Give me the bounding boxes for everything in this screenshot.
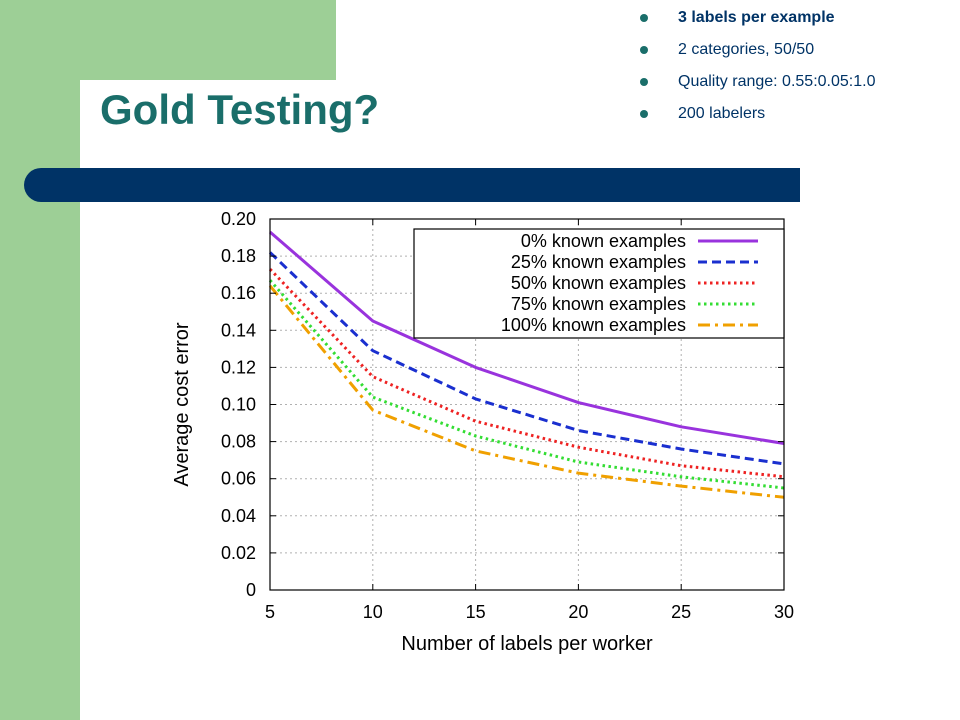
y-tick-label: 0.04 <box>221 506 256 526</box>
axes: 5 10 15 20 25 30 0 0.02 0.04 0.06 0.08 0.10 0.12 0.14… <box>221 209 794 622</box>
y-tick-label: 0.10 <box>221 395 256 415</box>
legend-label: 0% known examples <box>521 231 686 251</box>
bullet-icon <box>640 46 648 54</box>
y-tick-label: 0.12 <box>221 357 256 377</box>
y-tick-label: 0.14 <box>221 320 256 340</box>
x-tick-label: 15 <box>466 602 486 622</box>
series-line <box>268 284 785 499</box>
y-axis-label: Average cost error <box>171 322 193 486</box>
bullet-item: 3 labels per example <box>640 6 875 38</box>
x-tick-label: 25 <box>671 602 691 622</box>
bullet-icon <box>640 110 648 118</box>
y-tick-label: 0.08 <box>221 432 256 452</box>
bullet-text: 200 labelers <box>678 105 766 122</box>
plot-frame <box>269 218 785 591</box>
x-tick-label: 20 <box>568 602 588 622</box>
bullet-text: 3 labels per example <box>678 9 835 26</box>
y-tick-label: 0.16 <box>221 283 256 303</box>
bullet-item: 200 labelers <box>640 102 875 134</box>
y-tick-label: 0.18 <box>221 246 256 266</box>
y-tick-label: 0.20 <box>221 209 256 229</box>
y-tick-label: 0 <box>246 580 256 600</box>
bullet-list: 3 labels per example 2 categories, 50/50… <box>640 6 875 134</box>
bullet-item: Quality range: 0.55:0.05:1.0 <box>640 70 875 102</box>
y-tick-label: 0.06 <box>221 469 256 489</box>
legend-label: 50% known examples <box>511 273 686 293</box>
bullet-icon <box>640 78 648 86</box>
title-bar <box>24 168 800 202</box>
series-line <box>268 251 785 466</box>
series-line <box>269 230 785 445</box>
bullet-item: 2 categories, 50/50 <box>640 38 875 70</box>
legend-label: 25% known examples <box>511 252 686 272</box>
x-tick-label: 30 <box>774 602 794 622</box>
bullet-text: 2 categories, 50/50 <box>678 41 815 58</box>
y-tick-label: 0.02 <box>221 543 256 563</box>
bullet-text: Quality range: 0.55:0.05:1.0 <box>678 73 876 90</box>
slide-title: Gold Testing? <box>100 86 380 133</box>
series-line <box>268 279 785 490</box>
series-line <box>268 268 785 479</box>
x-axis-label: Number of labels per worker <box>401 633 653 655</box>
x-tick-label: 10 <box>363 602 383 622</box>
legend-label: 100% known examples <box>501 315 686 335</box>
line-chart: 5 10 15 20 25 30 0 0.02 0.04 0.06 0.08 0.10 0.12 0.14… <box>171 209 794 655</box>
x-tick-label: 5 <box>265 602 275 622</box>
bullet-icon <box>640 14 648 22</box>
legend-label: 75% known examples <box>511 294 686 314</box>
series-lines <box>268 230 785 499</box>
slide-accent-left <box>0 0 80 720</box>
